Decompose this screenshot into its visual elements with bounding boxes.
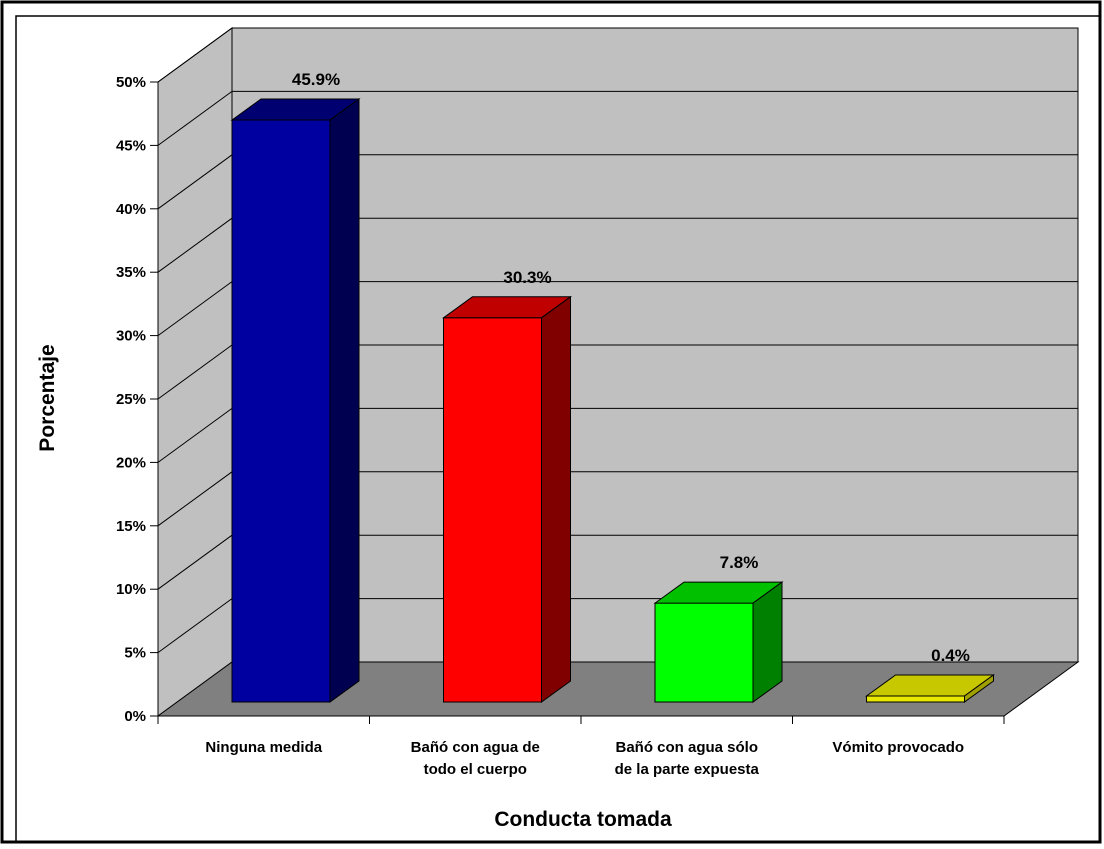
x-category-label: Ninguna medida [205, 739, 322, 756]
bar-side [964, 674, 994, 703]
bar-side [541, 295, 571, 703]
y-tick-label: 35% [116, 264, 146, 281]
y-tick-label: 10% [116, 581, 146, 598]
x-axis-title: Conducta tomada [494, 808, 672, 831]
bar [653, 581, 784, 703]
data-label: 45.9% [292, 70, 340, 89]
y-tick-label: 25% [116, 391, 146, 408]
x-category-label: Bañó con agua de todo el cuerpo [411, 739, 540, 778]
bar [230, 98, 361, 703]
x-category-label-line: Ninguna medida [205, 739, 322, 756]
bar-front [443, 317, 542, 703]
y-tick-label: 50% [116, 74, 146, 91]
gridline-side [157, 598, 233, 654]
y-tick-label: 5% [124, 645, 146, 662]
data-label: 30.3% [503, 268, 551, 287]
gridline-side [157, 534, 233, 590]
gridline-side [157, 471, 233, 527]
y-axis-title: Porcentaje [36, 344, 59, 451]
bar-front [654, 602, 754, 703]
gridline-side [157, 217, 233, 273]
bar-front [231, 119, 331, 703]
bar [864, 674, 996, 703]
x-category-label-line: todo el cuerpo [424, 761, 527, 778]
x-category-label-line: Bañó con agua de [411, 739, 540, 756]
y-tick-label: 40% [116, 201, 146, 218]
gridlines [157, 27, 1078, 654]
data-label: 7.8% [720, 553, 759, 572]
y-tick-label: 30% [116, 328, 146, 345]
x-category-label: Bañó con agua sólo de la parte expuesta [615, 739, 760, 778]
bar-side [752, 581, 783, 703]
gridline-side [157, 407, 233, 463]
x-category-label-line: Bañó con agua sólo [615, 739, 758, 756]
gridline-side [157, 344, 233, 400]
y-tick-label: 20% [116, 454, 146, 471]
bar-front [866, 695, 965, 703]
gridline-side [157, 27, 233, 83]
gridline-side [157, 154, 233, 210]
y-tick-label: 0% [124, 708, 146, 725]
category-labels: Ninguna medida Bañó con agua de todo el cu… [205, 739, 964, 778]
gridline-side [157, 90, 233, 146]
x-category-label: Vómito provocado [832, 739, 964, 756]
x-category-label-line: Vómito provocado [832, 739, 964, 756]
data-label: 0.4% [931, 646, 970, 665]
x-axis [157, 715, 1005, 724]
inner-border [15, 15, 1101, 843]
y-axis: 0% 5% 10% 15% 20% 25% 30% 35% 40% 45% 50% [116, 74, 159, 725]
bar [441, 295, 573, 703]
y-tick-label: 45% [116, 137, 146, 154]
bars: 45.9% 30.3% 7.8% 0.4% [230, 70, 996, 703]
gridline-side [157, 281, 233, 337]
bar-side [329, 98, 360, 703]
x-category-label-line: de la parte expuesta [615, 761, 760, 778]
y-tick-label: 15% [116, 518, 146, 535]
